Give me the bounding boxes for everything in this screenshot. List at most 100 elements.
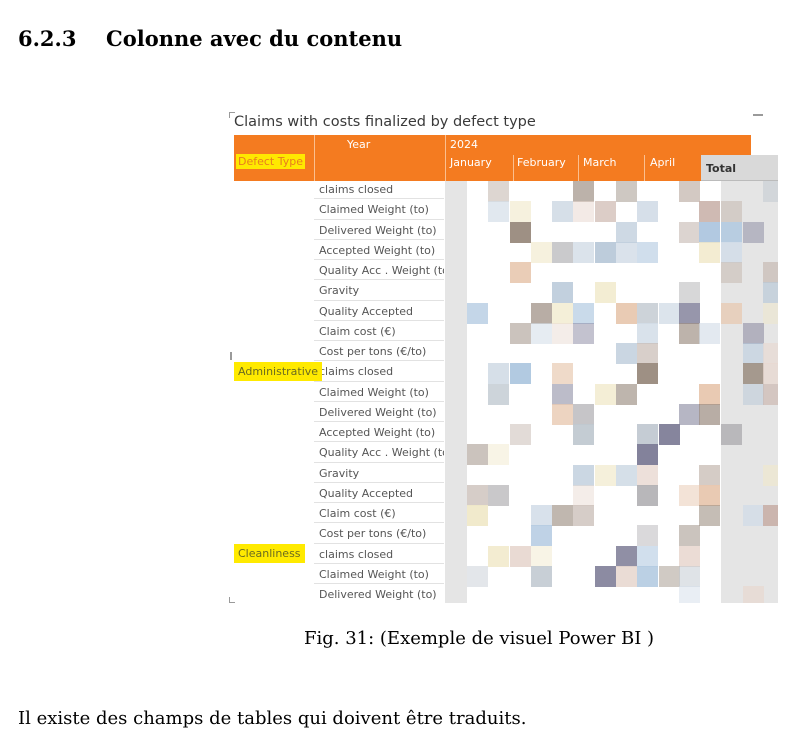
pixel-block bbox=[763, 383, 778, 405]
pixel-block bbox=[743, 505, 764, 526]
group-label-cleanliness: Cleanliness bbox=[234, 544, 305, 563]
pixel-block bbox=[595, 383, 616, 405]
pixel-block bbox=[573, 201, 594, 223]
defect-type-label: Defect Type bbox=[236, 154, 306, 169]
pixel-block bbox=[679, 302, 700, 324]
row-label: Gravity bbox=[314, 463, 444, 483]
pixel-block bbox=[679, 484, 700, 506]
pixel-block bbox=[488, 545, 509, 567]
row-label: Claimed Weight (to) bbox=[314, 199, 444, 220]
pixel-block bbox=[637, 343, 658, 364]
year-value: 2024 bbox=[450, 138, 478, 151]
pixel-block bbox=[531, 565, 552, 587]
pixel-block bbox=[595, 201, 616, 223]
pixel-block bbox=[595, 282, 616, 304]
pixel-block bbox=[721, 262, 742, 283]
pixel-block bbox=[743, 363, 764, 385]
pixel-block bbox=[552, 363, 573, 385]
pixel-block bbox=[679, 545, 700, 567]
pixel-block bbox=[573, 302, 594, 324]
pixel-block bbox=[488, 363, 509, 385]
header-row-year bbox=[234, 135, 751, 155]
pixel-block bbox=[573, 403, 594, 425]
pixel-block bbox=[552, 302, 573, 324]
pixel-block bbox=[763, 282, 778, 304]
visual-title: Claims with costs finalized by defect ty… bbox=[234, 114, 536, 130]
pixel-block bbox=[699, 484, 720, 506]
section-title: Colonne avec du contenu bbox=[106, 26, 403, 51]
row-labels: claims closed Claimed Weight (to) Delive… bbox=[314, 179, 444, 603]
resize-grip-icon bbox=[753, 114, 763, 116]
row-label: Cost per tons (€/to) bbox=[314, 341, 444, 362]
pixel-block bbox=[721, 201, 742, 223]
month-march: March bbox=[583, 156, 617, 169]
year-column-label: Year bbox=[347, 138, 371, 151]
row-label: Claimed Weight (to) bbox=[314, 564, 444, 584]
pixel-block bbox=[679, 221, 700, 243]
row-label: claims closed bbox=[314, 179, 444, 200]
body-paragraph: Il existe des champs de tables qui doive… bbox=[18, 708, 527, 729]
pixel-block bbox=[595, 464, 616, 486]
pixel-block bbox=[659, 565, 680, 587]
pixel-block bbox=[743, 322, 764, 344]
figure-caption: Fig. 31: (Exemple de visuel Power BI ) bbox=[304, 628, 655, 649]
pixel-block bbox=[743, 343, 764, 364]
pixel-block bbox=[637, 241, 658, 263]
pixel-block bbox=[637, 424, 658, 445]
pixel-block bbox=[763, 505, 778, 526]
pixel-block bbox=[552, 201, 573, 223]
pixel-block bbox=[595, 565, 616, 587]
pixel-block bbox=[573, 484, 594, 506]
month-april: April bbox=[650, 156, 676, 169]
row-label: Claimed Weight (to) bbox=[314, 382, 444, 402]
column-separator bbox=[445, 135, 446, 181]
pixel-block bbox=[679, 282, 700, 304]
pixel-block bbox=[616, 383, 637, 405]
pixel-block bbox=[573, 505, 594, 526]
pixel-block bbox=[616, 545, 637, 567]
pixel-block bbox=[679, 181, 700, 202]
pixel-block bbox=[573, 322, 594, 344]
row-label: Accepted Weight (to) bbox=[314, 240, 444, 260]
row-label: Cost per tons (€/to) bbox=[314, 523, 444, 544]
pixel-block bbox=[616, 464, 637, 486]
column-separator bbox=[644, 155, 645, 181]
pixel-block bbox=[552, 383, 573, 405]
pixel-block bbox=[699, 221, 720, 243]
pixel-block bbox=[699, 403, 720, 425]
pixel-block bbox=[595, 241, 616, 263]
pixel-block bbox=[763, 302, 778, 324]
pixel-block bbox=[699, 322, 720, 344]
pixel-block bbox=[467, 505, 488, 526]
pixel-block bbox=[488, 444, 509, 466]
pixel-block bbox=[510, 262, 531, 283]
pixel-block bbox=[721, 302, 742, 324]
pixel-block bbox=[699, 464, 720, 486]
pixel-block bbox=[573, 241, 594, 263]
pixel-block bbox=[531, 241, 552, 263]
pixel-block bbox=[573, 464, 594, 486]
pixel-block bbox=[699, 241, 720, 263]
month-february: February bbox=[517, 156, 566, 169]
pixel-block bbox=[763, 181, 778, 202]
column-separator bbox=[314, 135, 315, 181]
pixel-block bbox=[637, 545, 658, 567]
pixel-block bbox=[637, 464, 658, 486]
pixel-block bbox=[510, 201, 531, 223]
pixel-block bbox=[743, 586, 764, 603]
pixel-block bbox=[510, 322, 531, 344]
pixel-block bbox=[531, 302, 552, 324]
row-label: Delivered Weight (to) bbox=[314, 584, 444, 603]
pixel-block bbox=[721, 241, 742, 263]
pixel-block bbox=[616, 221, 637, 243]
row-label: Accepted Weight (to) bbox=[314, 422, 444, 443]
row-label: Quality Accepted bbox=[314, 483, 444, 503]
frame-corner bbox=[229, 112, 235, 118]
power-bi-visual-screenshot: Claims with costs finalized by defect ty… bbox=[229, 110, 778, 603]
pixel-block bbox=[763, 343, 778, 364]
resize-grip-icon bbox=[230, 352, 232, 360]
pixel-block bbox=[488, 383, 509, 405]
pixel-block bbox=[637, 302, 658, 324]
pixel-block bbox=[659, 424, 680, 445]
pixel-block bbox=[531, 322, 552, 344]
